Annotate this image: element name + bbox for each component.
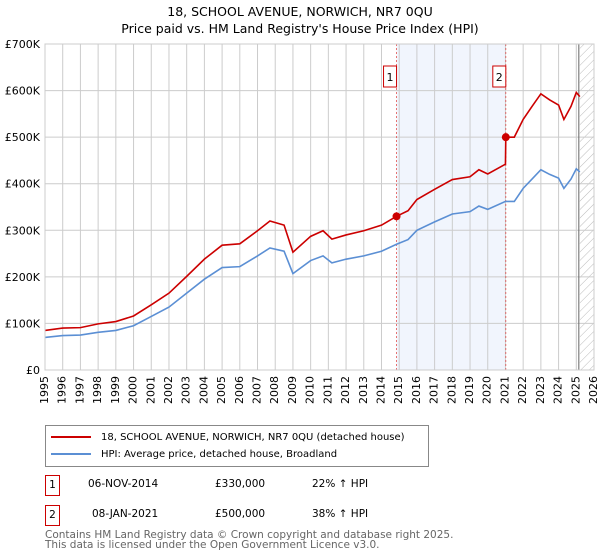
legend-label: HPI: Average price, detached house, Broa… [101,448,338,460]
y-tick-label: £200K [5,271,41,284]
x-tick-label: 2016 [410,376,423,404]
sale-point [501,133,510,142]
x-tick-label: 2001 [144,376,157,404]
transaction-row: 2 08-JAN-2021 £500,000 38% ↑ HPI [45,505,445,526]
x-tick-label: 2026 [587,376,600,404]
series-line [44,90,581,332]
x-tick-label: 2018 [445,376,458,404]
x-tick-label: 2004 [197,376,210,404]
marker-badge: 2 [45,505,60,526]
sale-point [392,212,401,221]
legend-label: 18, SCHOOL AVENUE, NORWICH, NR7 0QU (det… [101,431,405,443]
transaction-hpi: 22% ↑ HPI [312,478,369,490]
sale-marker-label: 1 [387,71,394,84]
x-tick-label: 1996 [56,376,69,404]
sale-marker-box [383,65,398,88]
x-tick-label: 1999 [109,376,122,404]
transaction-hpi: 38% ↑ HPI [312,508,369,520]
legend-item-price: 18, SCHOOL AVENUE, NORWICH, NR7 0QU (det… [46,429,405,445]
x-tick-label: 2012 [339,376,352,404]
x-tick-label: 2017 [428,376,441,404]
y-tick-label: £400K [5,178,41,191]
x-tick-label: 2022 [516,376,529,404]
transaction-date: 08-JAN-2021 [92,508,159,520]
legend: 18, SCHOOL AVENUE, NORWICH, NR7 0QU (det… [45,425,429,467]
x-tick-label: 2023 [534,376,547,404]
y-tick-label: £300K [5,224,41,237]
transaction-price: £500,000 [215,508,266,520]
plot-frame [44,43,595,371]
sale-marker-box [492,65,507,88]
x-tick-label: 2005 [215,376,228,404]
y-tick-label: £500K [5,131,41,144]
marker-badge: 1 [45,475,60,496]
x-tick-label: 2020 [481,376,494,404]
x-tick-label: 1997 [73,376,86,404]
transaction-date: 06-NOV-2014 [88,478,159,490]
legend-swatch [51,436,91,438]
y-tick-label: £700K [5,38,41,51]
x-tick-label: 2015 [392,376,405,404]
x-tick-label: 2021 [498,376,511,404]
x-tick-label: 2013 [357,376,370,404]
y-tick-label: £100K [5,317,41,330]
footer-copyright: Contains HM Land Registry data © Crown c… [45,529,454,541]
x-tick-label: 2007 [251,376,264,404]
x-tick-label: 2002 [162,376,175,404]
chart-subtitle: Price paid vs. HM Land Registry's House … [121,21,479,36]
x-tick-label: 1995 [38,376,51,404]
x-tick-label: 2024 [552,376,565,404]
x-tick-label: 2006 [233,376,246,404]
x-tick-label: 2019 [463,376,476,404]
x-tick-label: 2009 [286,376,299,404]
transaction-price: £330,000 [215,478,266,490]
chart-title: 18, SCHOOL AVENUE, NORWICH, NR7 0QU [167,4,433,19]
x-tick-label: 2010 [304,376,317,404]
x-tick-label: 2008 [268,376,281,404]
chart: 1995 1996 1997 1998 1999 2000 2001 2002 2003 2004… [5,38,600,404]
y-tick-label: £600K [5,85,41,98]
footer: Contains HM Land Registry data © Crown c… [45,529,454,551]
sale-marker-label: 2 [496,71,503,84]
x-tick-label: 1998 [91,376,104,404]
x-tick-label: 2025 [569,376,582,404]
x-tick-label: 2014 [374,376,387,404]
forecast-hatch [579,44,594,370]
legend-item-hpi: HPI: Average price, detached house, Broa… [46,446,337,462]
x-tick-label: 2011 [321,376,334,404]
x-tick-label: 2003 [180,376,193,404]
series-line [44,167,581,339]
transaction-row: 1 06-NOV-2014 £330,000 22% ↑ HPI [45,475,445,496]
legend-swatch [51,453,91,455]
x-tick-label: 2000 [127,376,140,404]
purchase-period-shading [396,44,506,370]
footer-licence: This data is licensed under the Open Gov… [45,539,380,551]
y-tick-label: £0 [26,364,40,377]
